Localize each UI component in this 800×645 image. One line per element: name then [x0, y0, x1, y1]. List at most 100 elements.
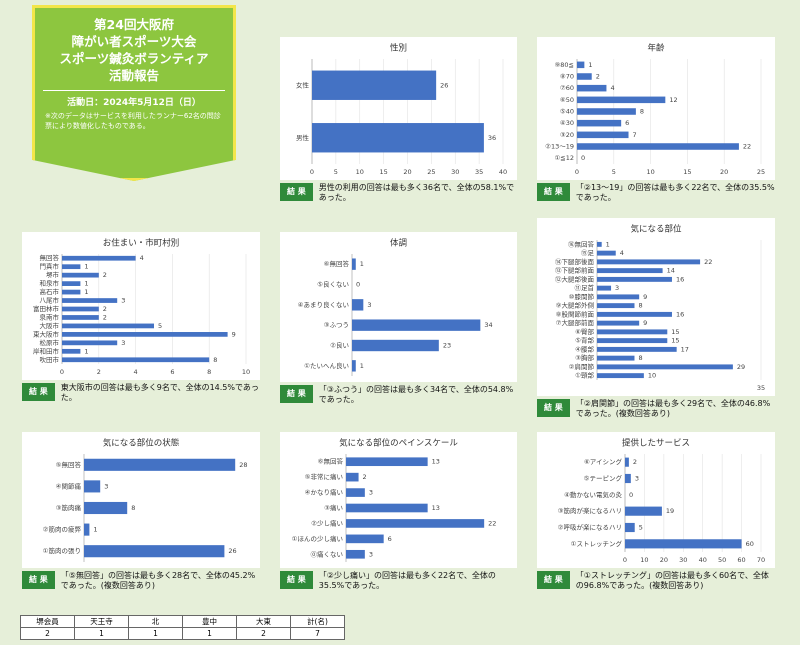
bar: [312, 123, 484, 153]
chart-panel: 性別 0 5 10 15 20 25 30 35 40 女性 26 男性 36: [280, 37, 517, 180]
value-label: 1: [84, 280, 88, 288]
bar: [597, 373, 644, 379]
value-label: 9: [643, 319, 647, 327]
y-tick-label: ③筋肉が楽になるハリ: [558, 506, 622, 515]
y-tick-label: 八尾市: [40, 296, 60, 305]
value-label: 22: [488, 519, 496, 527]
value-label: 34: [484, 321, 492, 329]
header-line: スポーツ鍼灸ボランティア: [59, 51, 209, 66]
value-label: 10: [648, 372, 656, 380]
bar: [62, 306, 99, 312]
value-label: 9: [643, 293, 647, 301]
bar: [577, 143, 739, 150]
value-label: 14: [667, 267, 675, 275]
bar: [62, 332, 228, 337]
y-tick-label: ②良い: [330, 341, 349, 350]
bar: [84, 480, 101, 493]
bar: [625, 522, 635, 533]
y-tick-label: ①ストレッチング: [571, 539, 623, 548]
y-tick-label: ①筋肉の張り: [43, 546, 81, 555]
value-label: 8: [131, 504, 135, 512]
value-label: 7: [633, 131, 637, 139]
y-tick-label: ④かなり痛い: [305, 488, 343, 497]
bar: [62, 255, 136, 261]
chart-title: 提供したサービス: [622, 438, 690, 449]
value-label: 1: [84, 347, 88, 355]
bar: [577, 84, 607, 92]
y-tick-label: ②13～19: [545, 143, 574, 151]
result-box: 結 果「②少し痛い」の回答は最も多く22名で、全体の35.5%であった。: [280, 571, 517, 591]
value-label: 2: [633, 458, 637, 466]
y-tick-label: ④あまり良くない: [298, 300, 349, 309]
bar: [597, 355, 635, 361]
value-label: 16: [676, 310, 684, 318]
result-box: 結 果東大阪市の回答は最も多く9名で、全体の14.5%であった。: [22, 383, 260, 403]
result-box: 結 果「②肩関節」の回答は最も多く29名で、全体の46.8%であった。(複数回答…: [537, 399, 775, 419]
x-tick-label: 0: [60, 368, 64, 376]
header-note: ※次のデータはサービスを利用したランナー62名の問診票により数値化したものである…: [45, 112, 221, 130]
x-tick-label: 70: [757, 556, 765, 564]
y-tick-label: ⑫大腿部後面: [555, 274, 595, 283]
bar: [577, 131, 629, 139]
value-label: 3: [367, 301, 371, 309]
bar: [346, 519, 485, 528]
x-tick-label: 25: [757, 168, 765, 176]
y-tick-label: 岸和田市: [33, 346, 60, 355]
value-label: 0: [356, 281, 360, 289]
value-label: 1: [360, 260, 364, 268]
bar: [312, 70, 437, 100]
bar: [62, 340, 118, 346]
value-label: 60: [746, 540, 754, 548]
value-label: 19: [666, 507, 674, 515]
y-tick-label: 高石市: [40, 287, 60, 296]
y-tick-label: ⑦大腿部前面: [556, 318, 595, 327]
header-line: 活動報告: [108, 68, 159, 83]
x-tick-label: 2: [97, 368, 101, 376]
bar: [625, 539, 742, 549]
chart-title: 気になる部位のペインスケール: [339, 438, 458, 449]
x-tick-label: 20: [660, 556, 668, 564]
bar: [62, 289, 81, 295]
y-tick-label: ⑤良くない: [317, 280, 349, 289]
y-tick-label: ⑮足: [581, 249, 595, 257]
value-label: 26: [228, 547, 236, 555]
y-tick-label: ①≦12: [554, 154, 574, 162]
result-text: 男性の利用の回答は最も多く36名で、全体の58.1%であった。: [318, 183, 515, 202]
table-cell: 2: [236, 627, 291, 640]
bar: [597, 320, 640, 326]
value-label: 3: [369, 550, 373, 558]
chart-title: 体調: [390, 238, 407, 249]
y-tick-label: ③胸部: [575, 353, 594, 362]
y-tick-label: ⑨80≦: [554, 61, 574, 69]
chart-title: 気になる部位の状態: [103, 438, 180, 449]
bar: [597, 285, 612, 291]
x-tick-label: 40: [499, 168, 507, 176]
header-badge: 第24回大阪府 障がい者スポーツ大会 スポーツ鍼灸ボランティア 活動報告 活動日…: [32, 5, 236, 181]
bar: [597, 303, 635, 309]
bar: [62, 323, 154, 329]
value-label: 13: [432, 458, 440, 466]
value-label: 15: [671, 328, 679, 336]
value-label: 2: [596, 73, 600, 81]
value-label: 5: [158, 322, 162, 330]
y-tick-label: ⑩膝関節: [569, 292, 595, 301]
result-box: 結 果「⑤無回答」の回答は最も多く28名で、全体の45.2%であった。(複数回答…: [22, 571, 260, 591]
y-tick-label: ②少し痛い: [311, 518, 343, 527]
value-label: 6: [625, 119, 629, 127]
value-label: 8: [638, 302, 642, 310]
value-label: 3: [369, 489, 373, 497]
result-text: 東大阪市の回答は最も多く9名で、全体の14.5%であった。: [60, 383, 259, 402]
chart-panel: 年齢 0 5 10 15 20 25 ⑨80≦ 1 ⑧70 2 ⑦60 4 ⑥50 12 ⑤40 8 ④30 6 ③2…: [537, 37, 775, 180]
chart: 気になる部位の状態 ⑤無回答 28 ④関節痛 3 ③筋肉痛 8 ②筋肉の疲弊 1 ①筋肉の張り 26: [43, 438, 247, 562]
bar: [625, 473, 631, 484]
y-tick-label: 東大阪市: [33, 329, 60, 338]
header-line: 障がい者スポーツ大会: [71, 34, 197, 49]
y-tick-label: 泉南市: [40, 312, 60, 321]
x-tick-label: 8: [207, 368, 211, 376]
result-text: 「②少し痛い」の回答は最も多く22名で、全体の35.5%であった。: [318, 571, 496, 590]
bar: [346, 488, 365, 497]
table-header: 堺会員 天王寺北豊中 大東 計(名): [20, 615, 345, 628]
chart: 気になる部位 35 ⑯無回答 1 ⑮足 4 ⑭下腿部後面 22 ⑬下腿部前面 14 ⑫大腿部後面 16…: [555, 224, 765, 393]
bar: [84, 545, 225, 558]
bar: [597, 346, 677, 352]
